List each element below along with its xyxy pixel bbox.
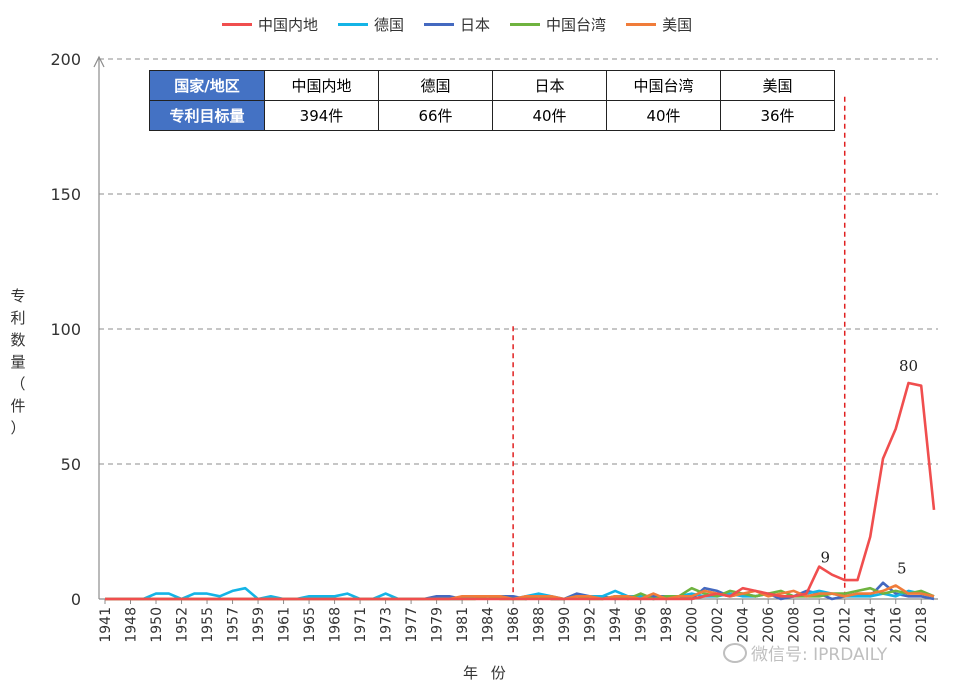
legend-label: 中国台湾 <box>546 16 607 34</box>
legend-item-usa: 美国 <box>626 14 692 35</box>
legend-label: 德国 <box>374 16 405 34</box>
y-tick-label: 150 <box>50 185 81 204</box>
table-header-count: 专利目标量 <box>149 100 265 131</box>
x-tick-label: 1988 <box>532 607 548 643</box>
x-tick-label: 1984 <box>481 607 497 643</box>
x-tick-label: 2016 <box>889 607 905 643</box>
table-header-region: 国家/地区 <box>149 70 265 101</box>
x-tick-label: 2008 <box>787 607 803 643</box>
table-row: 专利目标量 394件 66件 40件 40件 36件 <box>149 100 835 131</box>
series-line <box>105 381 936 601</box>
table-cell: 36件 <box>720 100 835 131</box>
x-axis-title: 年 份 <box>463 664 510 682</box>
table-cell: 中国台湾 <box>606 70 721 101</box>
x-tick-label: 2010 <box>812 607 828 643</box>
legend-label: 日本 <box>460 16 491 34</box>
table-cell: 中国内地 <box>264 70 379 101</box>
x-tick-label: 1981 <box>455 607 471 643</box>
x-tick-label: 2006 <box>761 607 777 643</box>
table-cell: 美国 <box>720 70 835 101</box>
x-tick-label: 1977 <box>404 607 420 643</box>
legend-item-germany: 德国 <box>338 14 404 35</box>
table-cell: 德国 <box>378 70 493 101</box>
y-tick-label: 0 <box>71 590 81 609</box>
x-tick-label: 1941 <box>98 607 114 643</box>
legend-item-mainland: 中国内地 <box>222 14 318 35</box>
y-axis-title-char: （ <box>10 375 26 393</box>
y-axis-title-char: 量 <box>10 353 26 371</box>
x-tick-label: 1948 <box>124 607 140 643</box>
x-tick-label: 1994 <box>608 607 624 643</box>
legend-swatch <box>510 23 541 26</box>
legend-item-taiwan: 中国台湾 <box>510 14 606 35</box>
chart-legend: 中国内地 德国 日本 中国台湾 美国 <box>222 14 692 35</box>
data-label: 5 <box>897 560 907 578</box>
y-axis-title-char: 专 <box>10 287 26 305</box>
y-axis-title-char: 件 <box>10 397 26 415</box>
x-tick-label: 2002 <box>710 607 726 643</box>
x-tick-label: 1952 <box>175 607 191 643</box>
table-cell: 394件 <box>264 100 379 131</box>
x-tick-label: 1955 <box>200 607 216 643</box>
table-cell: 66件 <box>378 100 493 131</box>
x-tick-label: 2004 <box>736 607 752 643</box>
table-cell: 40件 <box>492 100 607 131</box>
y-axis-title-char: ） <box>10 419 26 437</box>
legend-item-japan: 日本 <box>424 14 490 35</box>
x-tick-label: 1961 <box>277 607 293 643</box>
x-tick-label: 1986 <box>506 607 522 643</box>
table-cell: 40件 <box>606 100 721 131</box>
x-tick-label: 2000 <box>685 607 701 643</box>
x-tick-label: 1971 <box>353 607 369 643</box>
x-tick-label: 1950 <box>149 607 165 643</box>
x-tick-label: 1996 <box>634 607 650 643</box>
watermark: 微信号: IPRDAILY <box>723 640 887 665</box>
watermark-text: 微信号: IPRDAILY <box>751 645 888 665</box>
x-tick-label: 1968 <box>328 607 344 643</box>
y-axis-arrow <box>93 55 105 68</box>
legend-swatch <box>424 23 455 26</box>
x-tick-label: 2012 <box>838 607 854 643</box>
y-axis-title-char: 数 <box>10 331 26 349</box>
legend-swatch <box>338 23 369 26</box>
x-tick-label: 2014 <box>863 607 879 643</box>
y-axis-title: 专 利 数 量 （ 件 ） <box>10 285 26 439</box>
x-tick-label: 1998 <box>659 607 675 643</box>
legend-label: 中国内地 <box>258 16 319 34</box>
x-tick-label: 1957 <box>226 607 242 643</box>
data-label: 9 <box>820 549 830 567</box>
y-tick-label: 100 <box>50 320 81 339</box>
y-tick-label: 200 <box>50 50 81 69</box>
legend-swatch <box>626 23 657 26</box>
x-tick-label: 1992 <box>583 607 599 643</box>
legend-swatch <box>222 23 252 26</box>
x-tick-label: 1990 <box>557 607 573 643</box>
table-cell: 日本 <box>492 70 607 101</box>
y-axis-title-char: 利 <box>10 309 26 327</box>
x-tick-label: 1965 <box>302 607 318 643</box>
x-tick-label: 1979 <box>430 607 446 643</box>
x-tick-label: 2018 <box>914 607 930 643</box>
legend-label: 美国 <box>662 16 693 34</box>
patent-summary-table: 国家/地区 中国内地 德国 日本 中国台湾 美国 专利目标量 394件 66件 … <box>149 70 835 131</box>
x-tick-label: 1959 <box>251 607 267 643</box>
y-tick-label: 50 <box>61 455 81 474</box>
wechat-icon <box>723 642 747 663</box>
x-tick-label: 1973 <box>379 607 395 643</box>
table-row: 国家/地区 中国内地 德国 日本 中国台湾 美国 <box>149 70 835 101</box>
data-label: 80 <box>899 357 918 375</box>
